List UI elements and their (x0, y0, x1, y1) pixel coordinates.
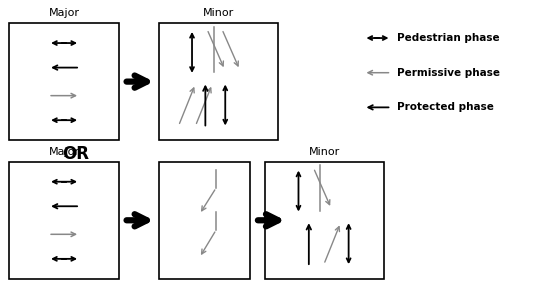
Bar (265, 162, 384, 279)
Bar (9, 162, 119, 279)
Bar (158, 23, 278, 140)
Text: Minor: Minor (309, 147, 340, 157)
Bar (9, 23, 119, 140)
Bar (158, 162, 250, 279)
Text: Minor: Minor (202, 8, 234, 18)
Text: Major: Major (48, 8, 80, 18)
Text: OR: OR (63, 145, 90, 163)
Text: Permissive phase: Permissive phase (398, 68, 500, 78)
Text: Protected phase: Protected phase (398, 102, 494, 112)
Text: Pedestrian phase: Pedestrian phase (398, 33, 500, 43)
Text: Major: Major (48, 147, 80, 157)
